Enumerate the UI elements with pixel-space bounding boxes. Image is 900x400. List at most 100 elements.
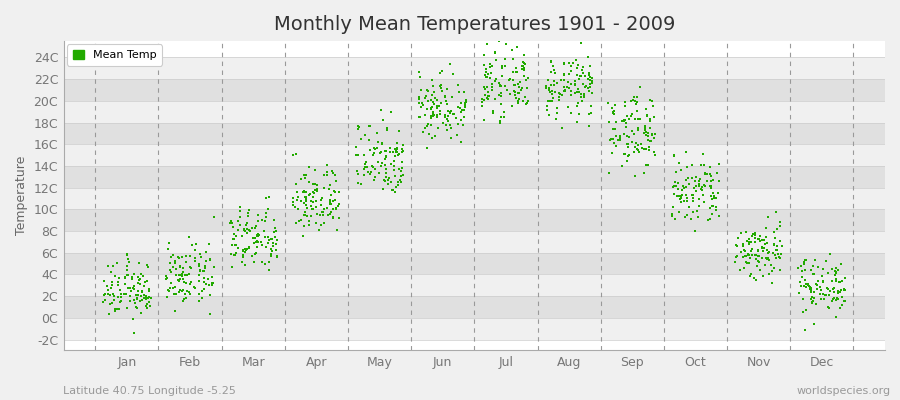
Point [229, 232, 243, 239]
Point [641, 162, 655, 168]
Point [745, 233, 760, 239]
Point [686, 195, 700, 201]
Point [251, 212, 266, 219]
Point [670, 180, 685, 186]
Point [517, 65, 531, 71]
Point [752, 248, 766, 254]
Point [489, 56, 503, 63]
Point [798, 327, 813, 334]
Point [818, 292, 832, 298]
Point [187, 284, 202, 291]
Point [326, 198, 340, 204]
Point [127, 283, 141, 289]
Point [171, 254, 185, 261]
Point [370, 144, 384, 151]
Point [698, 170, 712, 176]
Point [288, 151, 302, 158]
Point [673, 194, 688, 200]
Point [767, 229, 781, 236]
Point [480, 95, 494, 102]
Point [509, 69, 524, 76]
Point [680, 176, 694, 183]
Point [831, 290, 845, 296]
Point [485, 63, 500, 70]
Point [422, 131, 436, 138]
Point [762, 256, 777, 263]
Point [666, 204, 680, 210]
Point [231, 217, 246, 224]
Point [459, 97, 473, 104]
Point [767, 241, 781, 248]
Point [390, 149, 404, 155]
Point [540, 77, 554, 84]
Point [694, 186, 708, 192]
Point [832, 279, 847, 285]
Point [424, 122, 438, 128]
Point [413, 74, 428, 81]
Point [436, 120, 450, 126]
Point [647, 114, 662, 120]
Point [433, 111, 447, 118]
Point [299, 202, 313, 208]
Point [838, 275, 852, 282]
Point [418, 112, 432, 118]
Point [389, 147, 403, 154]
Point [793, 279, 807, 285]
Point [229, 250, 243, 256]
Point [803, 286, 817, 292]
Point [728, 259, 742, 265]
Point [616, 117, 631, 123]
Point [188, 247, 202, 253]
Point [427, 112, 441, 118]
Point [570, 88, 584, 95]
Bar [64, 144, 885, 166]
Point [733, 267, 747, 274]
Point [228, 252, 242, 258]
Point [430, 96, 445, 103]
Point [384, 179, 399, 185]
Point [176, 296, 191, 302]
Point [440, 86, 454, 92]
Point [380, 124, 394, 131]
Point [516, 98, 530, 104]
Point [627, 131, 642, 138]
Point [143, 295, 157, 301]
Point [348, 144, 363, 150]
Point [762, 249, 777, 256]
Point [704, 192, 718, 199]
Point [579, 73, 593, 80]
Point [236, 252, 250, 258]
Point [615, 162, 629, 169]
Point [482, 93, 496, 99]
Point [425, 77, 439, 84]
Point [310, 211, 324, 217]
Point [480, 74, 494, 80]
Point [563, 110, 578, 116]
Point [704, 173, 718, 179]
Point [572, 110, 586, 117]
Point [264, 253, 278, 259]
Point [415, 100, 429, 106]
Point [628, 173, 643, 179]
Point [437, 114, 452, 120]
Point [204, 274, 219, 281]
Point [742, 240, 756, 246]
Point [618, 102, 633, 109]
Point [629, 101, 643, 107]
Point [828, 268, 842, 274]
Point [476, 62, 491, 68]
Point [545, 95, 560, 101]
Point [378, 166, 392, 172]
Point [171, 254, 185, 260]
Point [501, 77, 516, 83]
Point [174, 272, 188, 278]
Point [267, 224, 282, 231]
Point [388, 172, 402, 179]
Point [393, 179, 408, 185]
Point [264, 236, 278, 242]
Point [392, 165, 406, 172]
Point [299, 198, 313, 204]
Point [736, 243, 751, 249]
Point [226, 236, 240, 242]
Point [183, 264, 197, 270]
